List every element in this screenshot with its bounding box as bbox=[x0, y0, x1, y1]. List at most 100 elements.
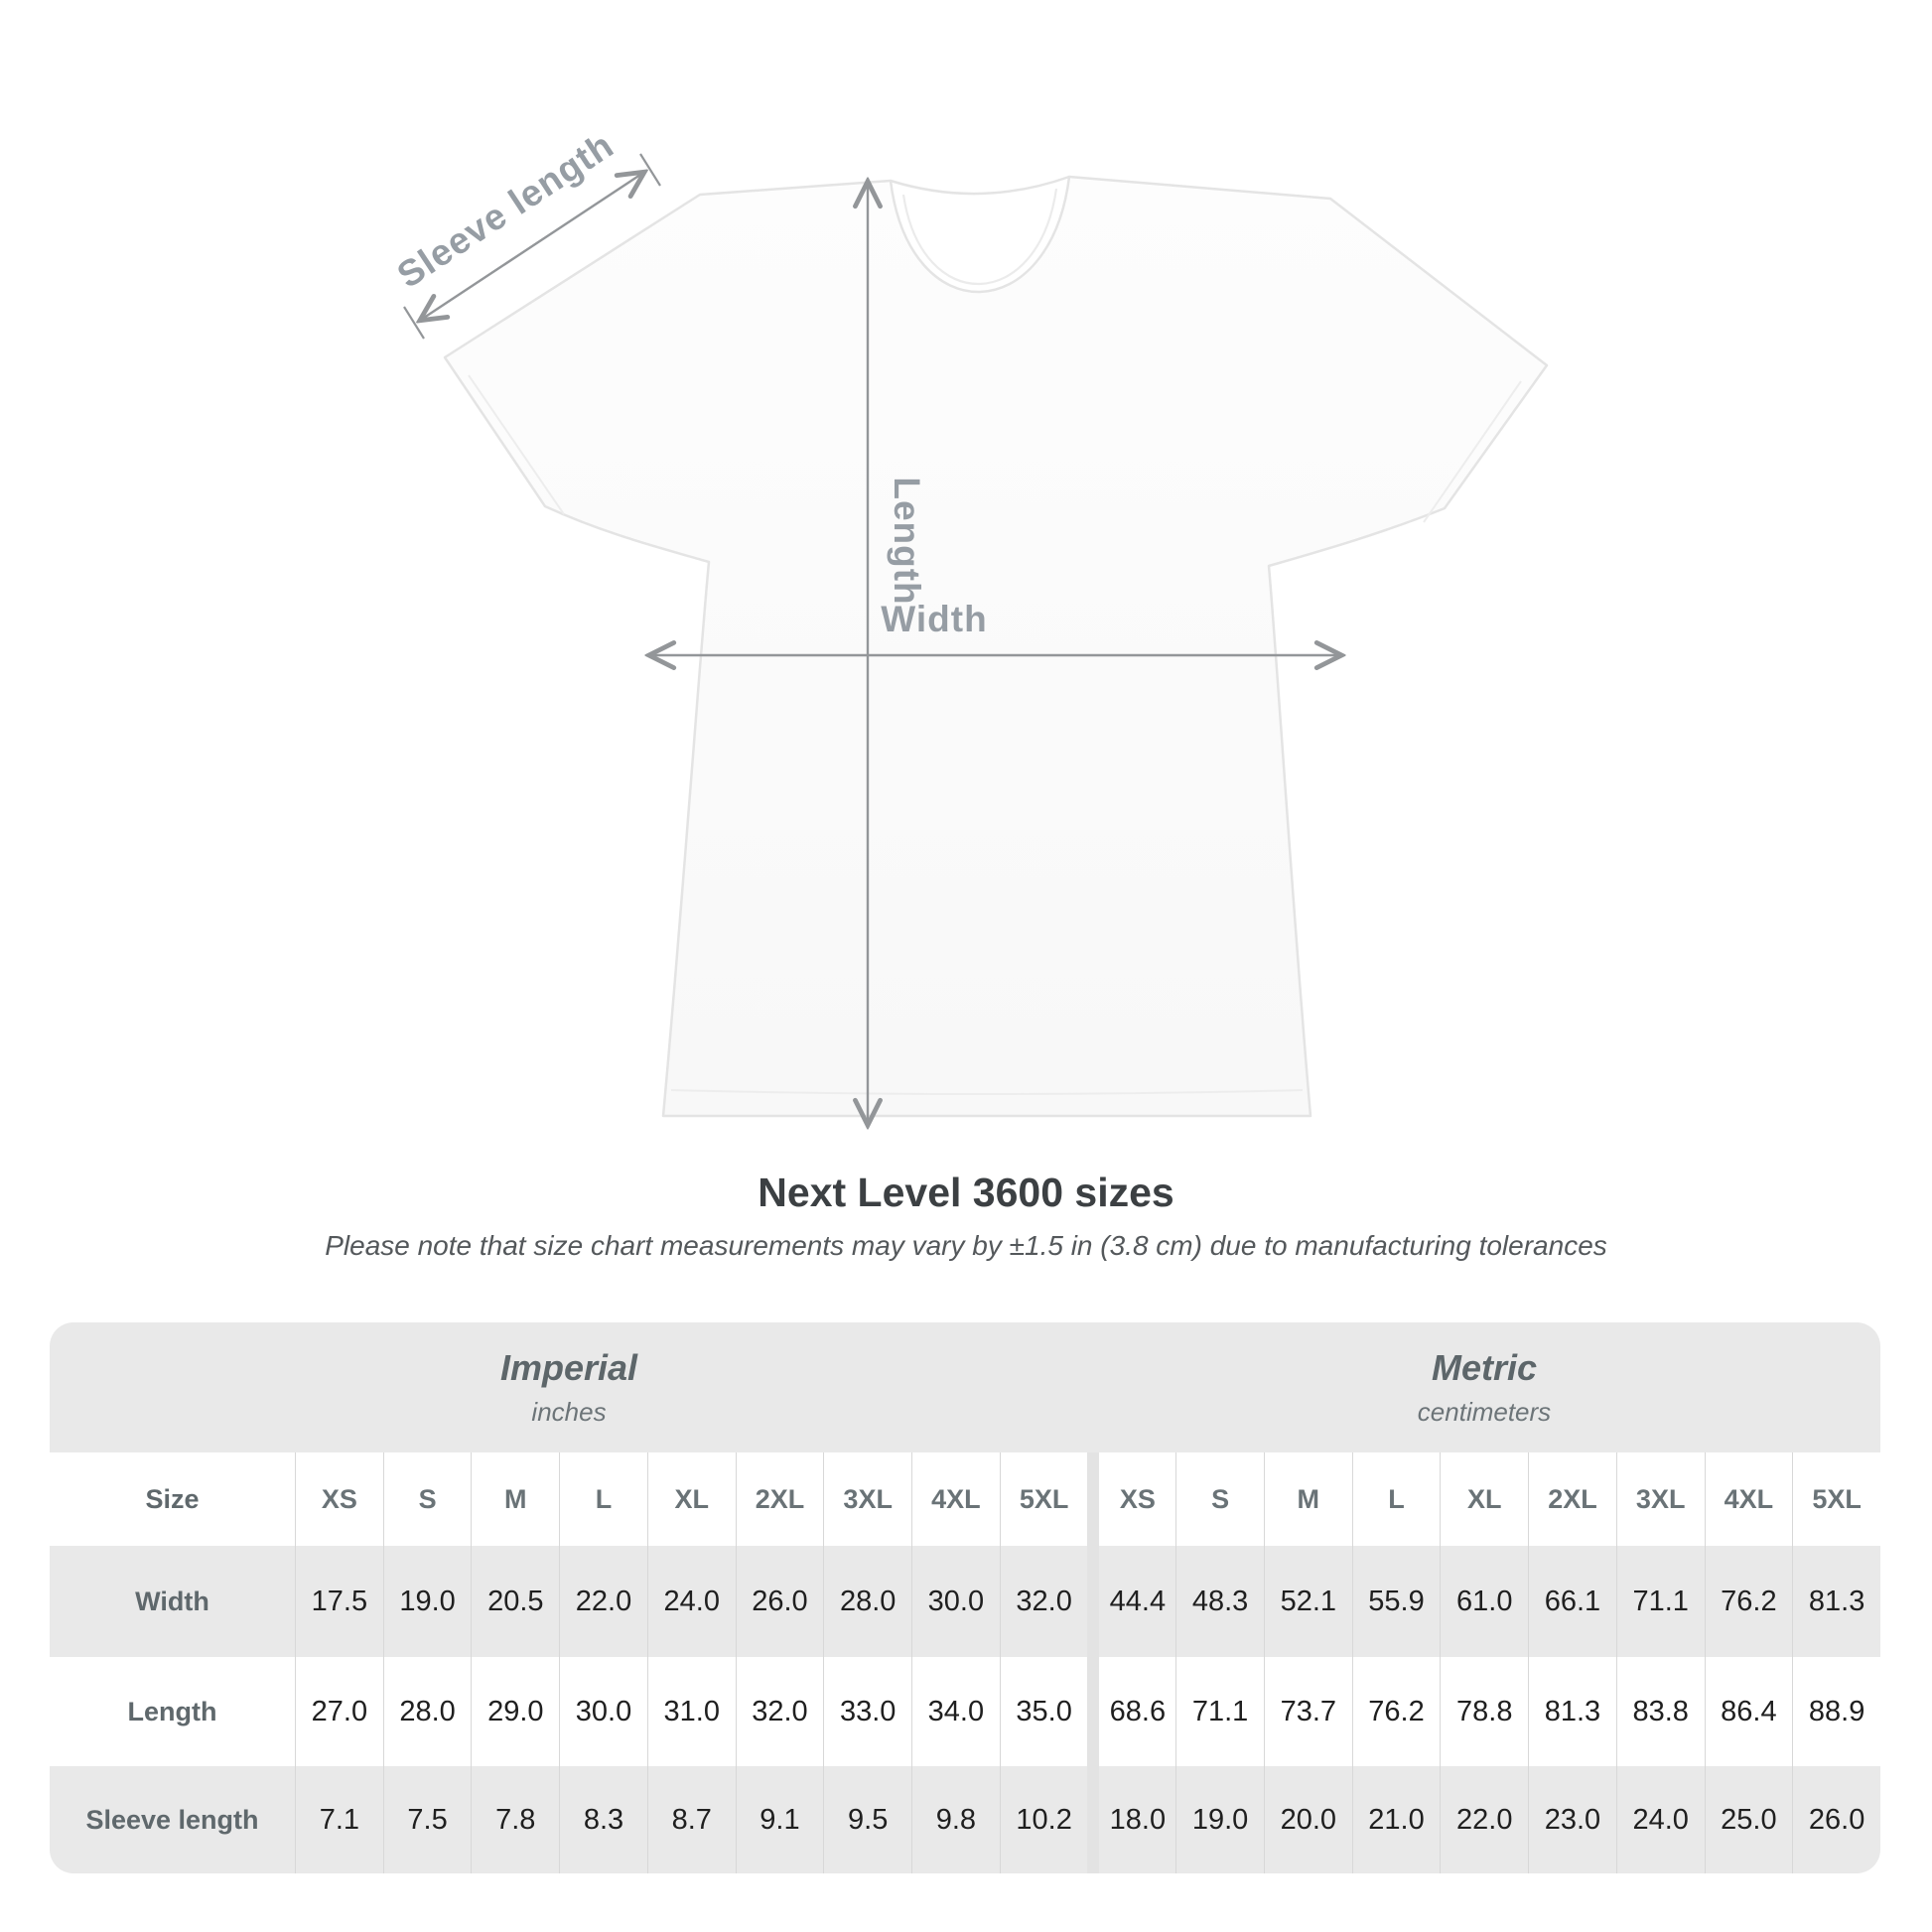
value-cell: 7.1 bbox=[295, 1766, 383, 1873]
size-col-header: 5XL bbox=[999, 1452, 1088, 1546]
value-cell: 76.2 bbox=[1704, 1546, 1793, 1657]
tshirt-diagram: Sleeve length Length Width bbox=[390, 124, 1549, 1172]
value-cell: 21.0 bbox=[1351, 1766, 1441, 1873]
value-cell: 68.6 bbox=[1087, 1657, 1176, 1766]
size-col-header: 2XL bbox=[1528, 1452, 1616, 1546]
value-cell: 78.8 bbox=[1440, 1657, 1529, 1766]
value-cell: 9.8 bbox=[911, 1766, 1000, 1873]
size-col-header: XS bbox=[295, 1452, 383, 1546]
tshirt-right-cuff-seam bbox=[1423, 380, 1522, 523]
value-cell: 24.0 bbox=[1615, 1766, 1705, 1873]
size-col-header: 3XL bbox=[1615, 1452, 1705, 1546]
value-cell: 73.7 bbox=[1263, 1657, 1352, 1766]
tshirt-collar-back bbox=[890, 175, 1070, 196]
value-cell: 52.1 bbox=[1263, 1546, 1352, 1657]
value-cell: 30.0 bbox=[911, 1546, 1000, 1657]
size-col-header: S bbox=[382, 1452, 472, 1546]
tshirt-body bbox=[443, 175, 1549, 1118]
row-label: Length bbox=[50, 1657, 295, 1766]
value-cell: 29.0 bbox=[471, 1657, 560, 1766]
size-grid: Size XS S M L XL 2XL 3XL 4XL 5XL XS S M L XL 2XL 3XL 4XL 5… bbox=[50, 1452, 1880, 1873]
size-table: Imperial inches Metric centimeters Size X… bbox=[50, 1322, 1880, 1873]
size-col-header: 4XL bbox=[911, 1452, 1000, 1546]
value-cell: 76.2 bbox=[1351, 1657, 1441, 1766]
value-cell: 33.0 bbox=[823, 1657, 912, 1766]
size-col-header: 4XL bbox=[1704, 1452, 1793, 1546]
value-cell: 10.2 bbox=[999, 1766, 1088, 1873]
value-cell: 20.5 bbox=[471, 1546, 559, 1657]
sleeve-length-tick-top bbox=[639, 153, 661, 187]
value-cell: 22.0 bbox=[1440, 1766, 1528, 1873]
tshirt-collar-band bbox=[901, 188, 1058, 286]
value-cell: 23.0 bbox=[1528, 1766, 1616, 1873]
value-cell: 7.8 bbox=[471, 1766, 559, 1873]
value-cell: 71.1 bbox=[1615, 1546, 1705, 1657]
value-cell: 28.0 bbox=[382, 1657, 472, 1766]
metric-section-header: Metric centimeters bbox=[1088, 1322, 1880, 1452]
value-cell: 26.0 bbox=[735, 1546, 824, 1657]
value-cell: 66.1 bbox=[1528, 1546, 1616, 1657]
value-cell: 35.0 bbox=[999, 1657, 1088, 1766]
size-col-header: M bbox=[471, 1452, 560, 1546]
value-cell: 61.0 bbox=[1440, 1546, 1528, 1657]
value-cell: 86.4 bbox=[1704, 1657, 1793, 1766]
sleeve-length-arrow bbox=[421, 173, 643, 320]
value-cell: 34.0 bbox=[911, 1657, 1000, 1766]
size-col-header: L bbox=[559, 1452, 647, 1546]
size-col-header: 3XL bbox=[823, 1452, 912, 1546]
value-cell: 20.0 bbox=[1263, 1766, 1352, 1873]
size-column-header: Size bbox=[50, 1452, 295, 1546]
value-cell: 30.0 bbox=[559, 1657, 647, 1766]
value-cell: 8.3 bbox=[559, 1766, 647, 1873]
row-label: Sleeve length bbox=[85, 1804, 259, 1835]
imperial-section-unit: inches bbox=[531, 1397, 607, 1427]
tshirt-hem-seam bbox=[670, 1089, 1304, 1095]
value-cell: 18.0 bbox=[1087, 1766, 1175, 1873]
value-cell: 8.7 bbox=[646, 1766, 736, 1873]
value-cell: 24.0 bbox=[646, 1546, 736, 1657]
value-cell: 44.4 bbox=[1087, 1546, 1175, 1657]
size-col-header: L bbox=[1351, 1452, 1441, 1546]
value-cell: 9.5 bbox=[823, 1766, 911, 1873]
value-cell: 32.0 bbox=[735, 1657, 824, 1766]
width-label: Width bbox=[881, 599, 987, 639]
value-cell: 25.0 bbox=[1704, 1766, 1793, 1873]
row-label: Width bbox=[135, 1586, 209, 1616]
length-label: Length bbox=[887, 477, 927, 605]
value-cell: 32.0 bbox=[999, 1546, 1088, 1657]
value-cell: 7.5 bbox=[382, 1766, 472, 1873]
value-cell: 55.9 bbox=[1351, 1546, 1441, 1657]
value-cell: 19.0 bbox=[382, 1546, 472, 1657]
imperial-section-header: Imperial inches bbox=[50, 1322, 1088, 1452]
value-cell: 28.0 bbox=[823, 1546, 911, 1657]
value-cell: 27.0 bbox=[295, 1657, 383, 1766]
value-cell: 26.0 bbox=[1792, 1766, 1880, 1873]
page-subtitle: Please note that size chart measurements… bbox=[325, 1230, 1607, 1261]
size-col-header: 5XL bbox=[1792, 1452, 1880, 1546]
value-cell: 9.1 bbox=[735, 1766, 824, 1873]
metric-section-unit: centimeters bbox=[1417, 1397, 1552, 1427]
value-cell: 71.1 bbox=[1175, 1657, 1264, 1766]
value-cell: 48.3 bbox=[1175, 1546, 1264, 1657]
value-cell: 83.8 bbox=[1615, 1657, 1705, 1766]
size-col-header: XS bbox=[1087, 1452, 1176, 1546]
metric-section-title: Metric bbox=[1431, 1347, 1538, 1388]
size-col-header: S bbox=[1175, 1452, 1264, 1546]
value-cell: 81.3 bbox=[1528, 1657, 1616, 1766]
title-block: Next Level 3600 sizes Please note that s… bbox=[0, 1170, 1932, 1262]
size-col-header: XL bbox=[646, 1452, 736, 1546]
page-title: Next Level 3600 sizes bbox=[758, 1170, 1174, 1215]
units-band: Imperial inches Metric centimeters bbox=[50, 1322, 1880, 1452]
value-cell: 81.3 bbox=[1792, 1546, 1880, 1657]
value-cell: 19.0 bbox=[1175, 1766, 1264, 1873]
value-cell: 22.0 bbox=[559, 1546, 647, 1657]
size-col-header: 2XL bbox=[735, 1452, 824, 1546]
sleeve-length-tick-bottom bbox=[403, 306, 425, 340]
value-cell: 88.9 bbox=[1792, 1657, 1880, 1766]
imperial-section-title: Imperial bbox=[499, 1347, 638, 1388]
size-col-header: M bbox=[1263, 1452, 1352, 1546]
size-col-header: XL bbox=[1440, 1452, 1529, 1546]
value-cell: 31.0 bbox=[646, 1657, 736, 1766]
value-cell: 17.5 bbox=[295, 1546, 383, 1657]
